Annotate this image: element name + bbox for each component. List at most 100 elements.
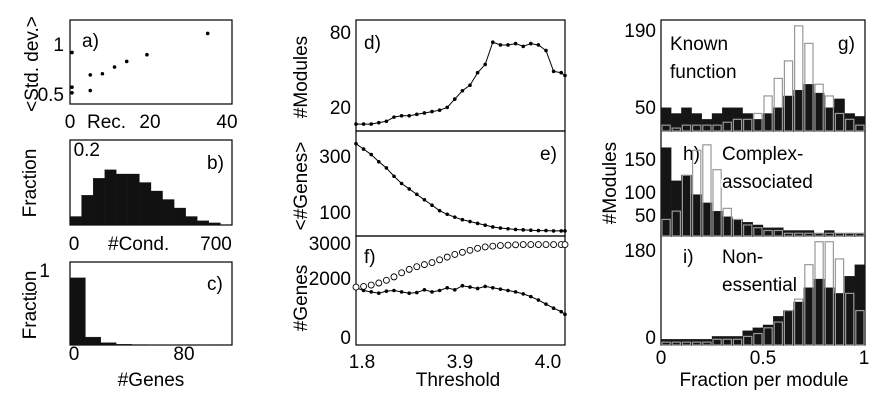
panel-label-i: i) xyxy=(683,247,694,268)
panel-label-a: a) xyxy=(82,31,99,52)
point-f-filled xyxy=(369,290,374,294)
point-d xyxy=(536,43,541,47)
point-d xyxy=(475,70,480,75)
point-a xyxy=(88,88,93,93)
bar-h-open xyxy=(844,232,855,237)
tick-label-h-y: 100 xyxy=(624,183,656,204)
point-e xyxy=(475,221,480,226)
point-e xyxy=(544,228,548,233)
bar-g-open xyxy=(753,112,763,132)
tick-label-a-y: 0.5 xyxy=(38,85,64,106)
bar-g-open xyxy=(702,124,712,132)
point-f-open xyxy=(451,250,459,258)
bar-g-open xyxy=(691,124,702,132)
point-e xyxy=(445,212,450,217)
tick-label-i-x: 0.5 xyxy=(750,348,776,369)
bar-h-open xyxy=(804,232,814,237)
point-f-open xyxy=(360,282,368,290)
point-e xyxy=(437,208,442,213)
point-d xyxy=(559,70,563,75)
bar-h-open xyxy=(722,207,733,237)
tick-label-c-y: 1 xyxy=(39,261,50,282)
point-d xyxy=(384,119,389,124)
bar-i-open xyxy=(712,338,722,346)
panel-h-title: Complex- xyxy=(722,144,803,165)
bar-b xyxy=(139,182,152,226)
point-f-open xyxy=(496,242,504,249)
bar-h-open xyxy=(681,174,692,237)
point-f-open xyxy=(390,273,398,281)
point-e xyxy=(483,223,488,227)
point-e xyxy=(460,217,465,222)
bar-h-open xyxy=(763,229,773,237)
bar-h-open xyxy=(753,227,763,237)
point-a xyxy=(205,31,210,36)
point-f-open xyxy=(458,248,466,256)
axis-label-c-y: Fraction xyxy=(20,271,41,340)
point-f-open xyxy=(519,241,527,248)
point-e xyxy=(399,181,404,186)
bar-i-open xyxy=(834,258,845,346)
point-f-open xyxy=(420,261,428,269)
bar-c xyxy=(85,336,102,346)
point-e xyxy=(430,203,434,208)
bar-b xyxy=(208,222,221,226)
point-d xyxy=(377,120,381,125)
point-d xyxy=(506,43,510,47)
point-e xyxy=(415,192,419,197)
panel-h-title: associated xyxy=(722,172,813,193)
point-d xyxy=(407,113,412,118)
bar-g-open xyxy=(814,83,824,132)
tick-label-c-x: 80 xyxy=(173,344,194,365)
point-f-filled xyxy=(437,288,442,293)
bar-i-open xyxy=(753,332,763,346)
panel-d-frame xyxy=(355,19,566,132)
point-d xyxy=(498,43,503,47)
line-e xyxy=(355,143,565,232)
point-a xyxy=(70,91,74,95)
tick-label-d-y: 80 xyxy=(330,23,351,44)
point-e xyxy=(491,225,495,229)
bar-g-open xyxy=(661,124,671,132)
bar-i-open xyxy=(691,341,702,346)
point-f-open xyxy=(527,241,535,248)
point-f-filled xyxy=(453,288,457,292)
bar-g-open xyxy=(783,60,794,132)
bar-h-open xyxy=(773,229,784,237)
bar-c xyxy=(69,277,86,346)
bar-b xyxy=(162,199,175,226)
point-a xyxy=(145,52,149,57)
point-a xyxy=(112,65,117,69)
point-f-open xyxy=(474,244,482,252)
point-d xyxy=(361,122,366,126)
point-f-filled xyxy=(445,285,450,290)
tick-label-f-x: 3.9 xyxy=(447,352,473,373)
tick-label-a-x: 40 xyxy=(216,112,237,133)
tick-label-c-x: 0 xyxy=(69,344,80,365)
point-f-filled xyxy=(415,290,419,295)
bar-h-open xyxy=(661,218,671,237)
tick-label-i-x: 0 xyxy=(656,348,667,369)
tick-label-a-y: 1 xyxy=(53,35,64,56)
bar-b xyxy=(197,220,210,226)
point-d xyxy=(399,113,404,118)
bar-i-open xyxy=(681,341,692,346)
point-e xyxy=(392,174,396,179)
point-f-filled xyxy=(422,288,427,292)
point-f-open xyxy=(375,279,383,287)
point-a xyxy=(88,73,93,77)
bar-g-open xyxy=(804,42,814,132)
point-f-open xyxy=(413,263,421,271)
point-e xyxy=(559,229,563,233)
point-f-open xyxy=(466,246,474,254)
point-f-filled xyxy=(491,285,495,290)
tick-label-f-y: 3000 xyxy=(309,234,351,255)
bar-g-open xyxy=(824,95,835,132)
bar-b xyxy=(81,195,94,226)
point-f-open xyxy=(443,253,451,261)
bar-i-open xyxy=(855,309,865,346)
bar-b xyxy=(69,216,82,226)
bar-h-open xyxy=(671,210,682,237)
point-f-filled xyxy=(498,287,503,291)
point-e xyxy=(468,219,472,224)
